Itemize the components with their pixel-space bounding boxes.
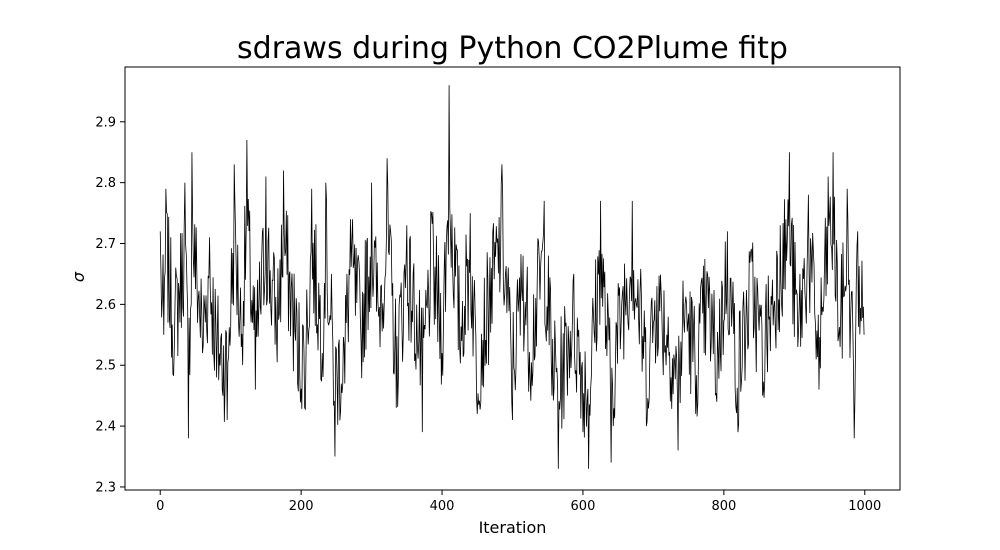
x-tick-label: 600 <box>571 499 596 514</box>
sigma-trace-line <box>159 85 865 469</box>
x-tick-label: 400 <box>430 499 455 514</box>
y-tick-label: 2.5 <box>95 359 116 374</box>
y-tick-label: 2.3 <box>95 480 116 495</box>
y-tick-label: 2.8 <box>95 176 116 191</box>
y-tick-label: 2.9 <box>95 115 116 130</box>
y-tick-label: 2.6 <box>95 298 116 313</box>
x-axis-label: Iteration <box>479 518 547 537</box>
y-axis-label: σ <box>69 271 88 282</box>
x-tick-label: 800 <box>711 499 736 514</box>
plot-area-frame <box>124 66 901 491</box>
x-tick-label: 1000 <box>848 499 881 514</box>
x-axis: 0 200 400 600 800 1000 <box>156 490 881 514</box>
chart-title: sdraws during Python CO2Plume fitp <box>237 31 788 66</box>
x-tick-label: 200 <box>289 499 314 514</box>
y-axis: 2.3 2.4 2.5 2.6 2.7 2.8 2.9 <box>95 115 125 495</box>
y-tick-label: 2.7 <box>95 237 116 252</box>
y-tick-label: 2.4 <box>95 420 116 435</box>
x-tick-label: 0 <box>156 499 164 514</box>
series-layer <box>159 85 865 469</box>
